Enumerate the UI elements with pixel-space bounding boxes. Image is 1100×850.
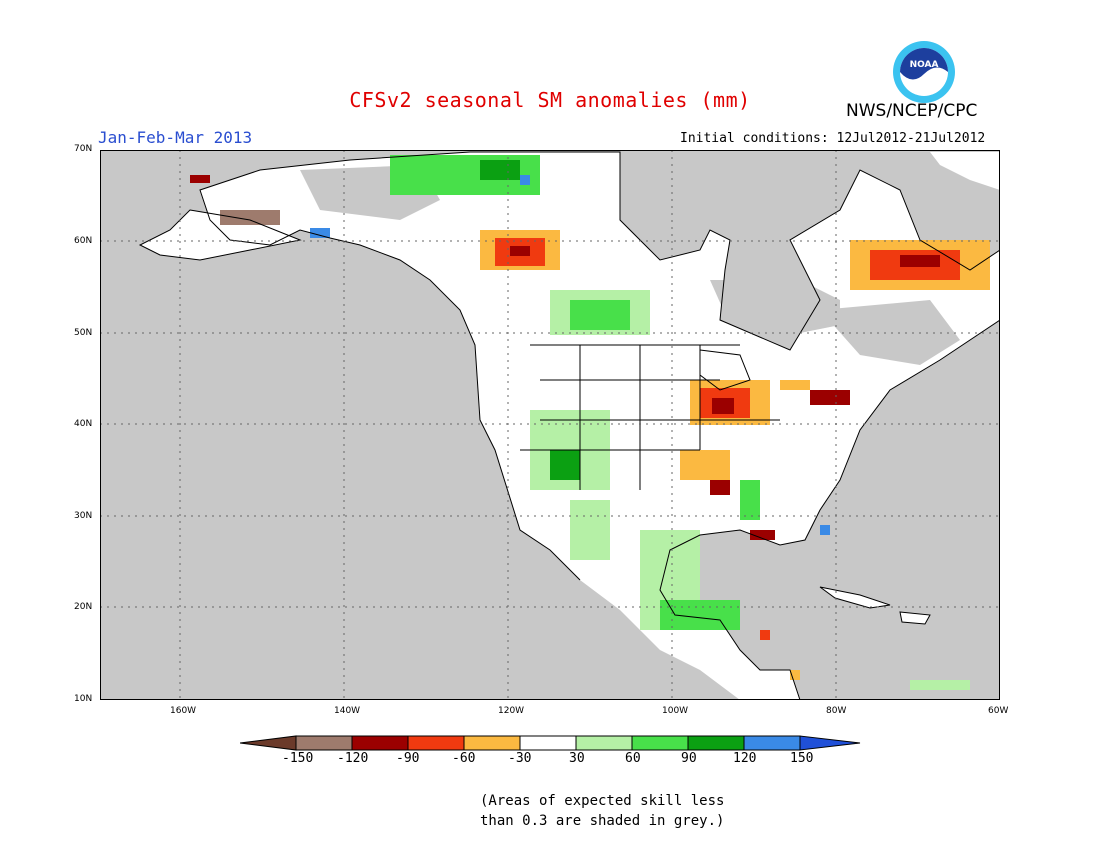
anomaly-patch: [820, 525, 830, 535]
anomaly-patch: [570, 300, 630, 330]
anomaly-patch: [680, 450, 730, 480]
anomaly-patch: [220, 210, 280, 225]
lat-label: 20N: [74, 602, 93, 612]
colorbar-tick: -60: [452, 751, 476, 766]
agency-label: NWS/NCEP/CPC: [846, 101, 978, 121]
lat-label: 10N: [74, 694, 93, 704]
lon-label: 100W: [662, 706, 689, 716]
anomaly-patch: [760, 630, 770, 640]
lat-label: 50N: [74, 328, 93, 338]
anomaly-patch: [712, 398, 734, 414]
skill-footnote-line2: than 0.3 are shaded in grey.): [480, 813, 725, 829]
anomaly-patch: [900, 255, 940, 267]
colorbar-bin: [687, 735, 745, 751]
coastline-outline: [138, 151, 1000, 700]
anomaly-patch: [810, 390, 850, 405]
anomaly-patch: [660, 600, 740, 630]
colorbar-tick: 150: [790, 751, 814, 766]
colorbar-bin: [631, 735, 689, 751]
anomaly-patch: [750, 530, 775, 540]
map-title: CFSv2 seasonal SM anomalies (mm): [349, 88, 751, 112]
cuba: [820, 587, 890, 608]
soil-moisture-map: [100, 150, 1000, 700]
lat-label: 60N: [74, 236, 93, 246]
greenland-edge: [930, 152, 1000, 190]
colorbar-bin: [743, 735, 801, 751]
colorbar-bin: [295, 735, 353, 751]
colorbar-arrow-low: [240, 735, 297, 751]
lat-label: 30N: [74, 511, 93, 521]
anomaly-patch: [910, 680, 970, 690]
hispaniola: [900, 612, 930, 624]
noaa-logo-text: NOAA: [910, 60, 939, 70]
colorbar-tick: 120: [733, 751, 757, 766]
colorbar-bin: [575, 735, 633, 751]
initial-conditions-label: Initial conditions: 12Jul2012-21Jul2012: [680, 131, 986, 146]
colorbar-bin: [407, 735, 465, 751]
lon-label: 80W: [826, 706, 847, 716]
season-label: Jan-Feb-Mar 2013: [98, 128, 253, 147]
colorbar-arrow-high: [799, 735, 861, 751]
anomaly-patch: [740, 480, 760, 520]
colorbar-bin: [463, 735, 521, 751]
noaa-logo-icon: NOAA: [893, 41, 955, 103]
anomaly-patch: [190, 175, 210, 183]
colorbar-tick: -30: [508, 751, 532, 766]
skill-footnote-line1: (Areas of expected skill less: [480, 793, 725, 809]
graticule: [100, 150, 1000, 700]
lon-label: 160W: [170, 706, 197, 716]
anomaly-patch: [480, 160, 520, 180]
anomaly-patch: [510, 246, 530, 256]
colorbar-bin: [351, 735, 409, 751]
anomaly-patch: [790, 670, 800, 680]
anomaly-patch: [570, 500, 610, 560]
colorbar-tick: -90: [396, 751, 420, 766]
anomaly-patch: [310, 228, 330, 238]
anomaly-patch: [550, 450, 580, 480]
map-frame: [100, 150, 1000, 700]
color-bar: [240, 735, 861, 751]
colorbar-tick: -120: [337, 751, 369, 766]
lat-label: 70N: [74, 144, 93, 154]
colorbar-tick: 60: [625, 751, 641, 766]
lon-label: 60W: [988, 706, 1009, 716]
colorbar-bin: [519, 735, 577, 751]
lat-label: 40N: [74, 419, 93, 429]
anomaly-patch: [710, 480, 730, 495]
lon-label: 120W: [498, 706, 525, 716]
colorbar-tick: 90: [681, 751, 697, 766]
anomaly-patch: [780, 380, 810, 390]
lon-label: 140W: [334, 706, 361, 716]
anomaly-cells: [190, 155, 990, 690]
colorbar-tick: 30: [569, 751, 585, 766]
colorbar-tick: -150: [282, 751, 314, 766]
anomaly-patch: [520, 175, 530, 185]
